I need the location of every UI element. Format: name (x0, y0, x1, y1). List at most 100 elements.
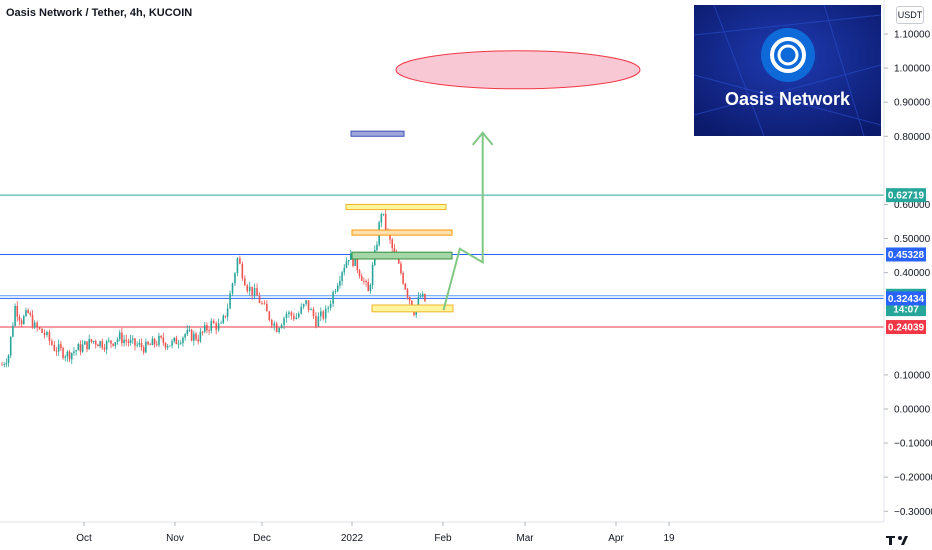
tradingview-logo-icon (886, 536, 908, 545)
candle-body (23, 316, 25, 325)
candle-body (263, 303, 266, 305)
candle-body (179, 343, 182, 344)
candle-body (25, 310, 27, 317)
candle-body (270, 319, 273, 326)
price-tag-bg (886, 302, 926, 317)
candle-body (86, 341, 88, 350)
horizontal-levels (0, 194, 884, 328)
x-tick-label: Feb (434, 533, 452, 544)
candle-body (27, 310, 29, 313)
candle-body (175, 337, 178, 345)
candle-body (70, 352, 73, 360)
candle-body (33, 322, 36, 328)
candle-body (297, 313, 300, 318)
candle-body (241, 263, 244, 279)
candle-body (75, 350, 77, 352)
candle-body (400, 263, 402, 274)
candle-body (278, 328, 280, 333)
candle-body (339, 280, 341, 286)
candle-body (188, 329, 191, 331)
target-ellipse[interactable] (395, 50, 641, 90)
candle-body (199, 331, 202, 342)
x-tick-label: 19 (663, 533, 675, 544)
currency-button[interactable]: USDT (896, 6, 924, 24)
zone-rectangle[interactable] (345, 203, 447, 211)
candle-body (197, 339, 199, 342)
x-tick-label: Oct (76, 533, 92, 544)
zone-rectangle[interactable] (371, 304, 454, 313)
y-tick-label: 0.50000 (894, 234, 931, 245)
candle-body (125, 339, 128, 342)
candle-body (99, 341, 101, 347)
candle-body (29, 312, 32, 315)
candle-body (105, 341, 108, 350)
candle-body (243, 278, 246, 286)
candle-body (256, 288, 258, 296)
candle-body (320, 311, 322, 317)
candle-body (275, 323, 278, 333)
candle-body (307, 300, 310, 311)
candle-body (229, 293, 231, 309)
candle-body (64, 356, 67, 358)
candle-body (55, 350, 58, 352)
candle-body (177, 343, 180, 345)
y-tick-label: 1.00000 (894, 64, 931, 75)
candle-body (149, 344, 152, 346)
candle-body (153, 338, 156, 345)
price-tag-bg (886, 188, 926, 203)
candle-body (236, 258, 239, 274)
candle-body (193, 333, 195, 341)
x-tick-label: 2022 (341, 533, 364, 544)
candle-body (312, 309, 315, 317)
candle-body (118, 332, 121, 340)
candle-body (376, 244, 378, 251)
candle-body (246, 285, 249, 292)
candle-body (210, 320, 213, 331)
candle-body (108, 340, 110, 342)
zone-rectangle[interactable] (350, 130, 405, 137)
candle-body (424, 293, 426, 302)
candle-body (358, 270, 361, 277)
zone-rectangle[interactable] (351, 251, 453, 260)
x-tick-label: Nov (166, 533, 184, 544)
candle-body (68, 351, 71, 360)
candle-body (393, 248, 396, 253)
candle-body (234, 273, 236, 284)
candle-body (18, 316, 21, 321)
candle-body (110, 340, 112, 344)
candle-body (295, 317, 298, 320)
candle-body (356, 256, 359, 271)
candle-body (138, 342, 141, 345)
candle-body (332, 292, 334, 304)
candle-body (53, 344, 56, 351)
projection-arrow[interactable] (442, 132, 484, 311)
candle-body (132, 338, 134, 340)
candle-body (162, 337, 165, 343)
candle-body (51, 340, 53, 345)
y-tick-label: −0.10000 (894, 439, 932, 450)
candle-body (384, 213, 387, 230)
candle-body (280, 324, 283, 329)
y-tick-label: −0.20000 (894, 473, 932, 484)
price-tag-label: 14:07 (893, 305, 919, 316)
candle-body (94, 340, 97, 345)
candle-body (354, 256, 356, 266)
candle-body (261, 303, 263, 304)
candle-body (406, 289, 409, 298)
candle-body (129, 339, 132, 343)
candle-body (3, 364, 5, 366)
candle-body (402, 273, 404, 284)
candle-body (389, 232, 391, 240)
y-tick-label: 0.80000 (894, 132, 931, 143)
candle-body (186, 329, 189, 335)
drawing-objects[interactable] (345, 50, 641, 313)
candle-body (380, 214, 383, 223)
candle-body (411, 300, 413, 309)
candle-body (112, 343, 114, 346)
zone-rectangle[interactable] (351, 229, 453, 236)
candle-body (79, 344, 82, 352)
candle-body (73, 351, 75, 353)
candle-body (114, 342, 117, 346)
candle-body (222, 315, 225, 323)
